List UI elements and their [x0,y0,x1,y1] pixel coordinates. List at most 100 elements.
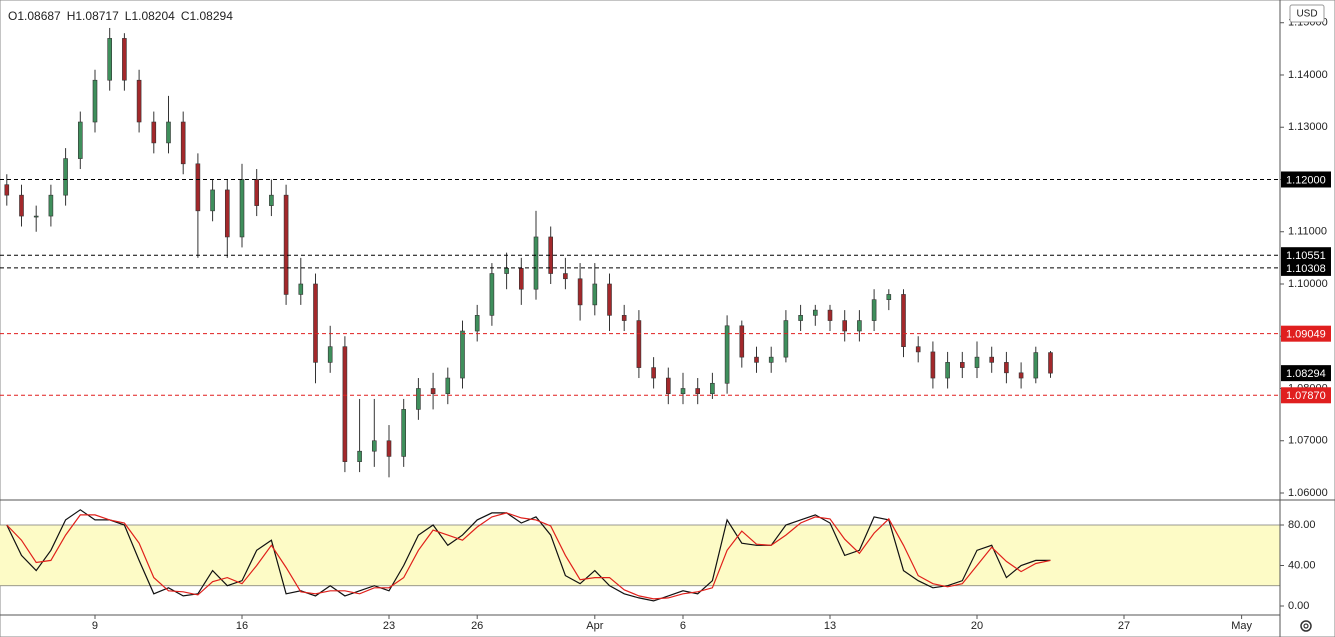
candle-body [166,121,171,144]
y-tick-label: 1.10000 [1288,278,1328,290]
candle-body [857,320,862,332]
candle-body [489,273,495,316]
ohlc-value: C1.08294 [181,9,233,23]
candle-body [768,356,774,363]
oscillator-line [6,509,1051,602]
candle-body [871,299,877,321]
candle-body [724,325,730,384]
candle-body [1018,372,1024,379]
candle-body [901,294,906,347]
candle-body [621,315,627,321]
y-tick-label: 40.00 [1288,559,1316,571]
candle-body [92,79,98,123]
candle-body [710,382,715,395]
price-tag [1281,365,1331,382]
candle-body [739,325,745,358]
candle-body [239,179,245,238]
candle-body [886,294,892,300]
candle-body [445,377,451,395]
x-tick-label: 23 [383,620,395,632]
candle-body [974,356,980,368]
candle-body [842,320,847,332]
currency-box [1289,4,1325,23]
currency: USD [1296,9,1317,20]
candle-body [1048,352,1053,374]
candle-body [1004,362,1009,374]
candle-body [665,377,671,395]
candle-body [48,194,54,217]
x-tick-label: 16 [236,620,248,632]
candle-body [298,283,304,295]
candle-body [122,38,127,81]
candle-body [960,362,965,368]
candle-body [210,189,215,212]
ohlc-value: O1.08687 [8,9,61,23]
candle-body [107,38,112,81]
x-tick-label: 6 [680,620,686,632]
candle-body [474,315,480,332]
price-tag-label: 1.10308 [1286,263,1326,275]
price-tag [1281,247,1331,264]
x-tick-label: May [1231,620,1252,632]
candle-body [651,367,656,379]
axes: 1.060001.070001.080001.090001.100001.110… [92,17,1331,632]
candle-body [989,356,995,363]
y-tick-label: 1.07000 [1288,435,1328,447]
candle-body [533,236,539,290]
candle-body [357,450,362,462]
y-tick-label: 1.14000 [1288,69,1328,81]
price-tag-label: 1.07870 [1286,390,1326,402]
ohlc-value: L1.08204 [125,9,175,23]
ohlc-value: H1.08717 [67,9,119,23]
price-tag-label: 1.12000 [1286,174,1326,186]
candle-body [401,409,406,457]
y-tick-label: 1.11000 [1288,226,1327,238]
candle-body [592,283,598,306]
price-tag-label: 1.08294 [1286,368,1326,380]
x-tick-label: 9 [92,620,98,632]
oscillator-line [6,512,1051,600]
candle-body [754,356,759,363]
price-tag [1281,171,1331,188]
price-tag-label: 1.10551 [1286,250,1326,262]
candle-body [563,273,568,280]
x-tick-label: 26 [471,620,483,632]
price-tag [1281,325,1331,342]
candle-body [416,388,421,410]
candle-body [680,388,686,395]
candle-body [327,346,333,363]
candle-body [460,330,465,379]
candle-body [812,309,818,316]
candle-body [607,283,612,316]
price-tag-label: 1.09049 [1286,329,1326,341]
candle-body [827,309,833,321]
candle-body [577,278,583,306]
candle-body [783,320,789,358]
price-pane [0,27,1280,478]
candle-body [518,268,524,290]
candle-body [798,315,803,321]
candle-body [151,121,157,144]
price-tag [1281,387,1331,404]
header: USD O1.08687 H1.08717 L1.08204 C1.08294 [8,4,1325,23]
candle-body [283,194,289,295]
candle-body [313,283,318,363]
candle-body [945,362,950,379]
candle-body [77,121,83,159]
candle-body [386,440,392,457]
x-tick-label: Apr [586,620,603,632]
candle-body [430,388,436,395]
candle-body [136,79,142,123]
candle-body [269,194,274,206]
candle-body [930,351,936,379]
price-tag [1281,259,1331,276]
y-tick-label: 1.13000 [1288,121,1328,133]
x-tick-label: 13 [824,620,836,632]
candle-body [371,440,377,452]
candle-body [254,179,259,206]
candle-body [195,163,201,212]
y-tick-label: 80.00 [1288,519,1316,531]
band [0,525,1280,586]
settings-icon[interactable] [1300,620,1312,632]
